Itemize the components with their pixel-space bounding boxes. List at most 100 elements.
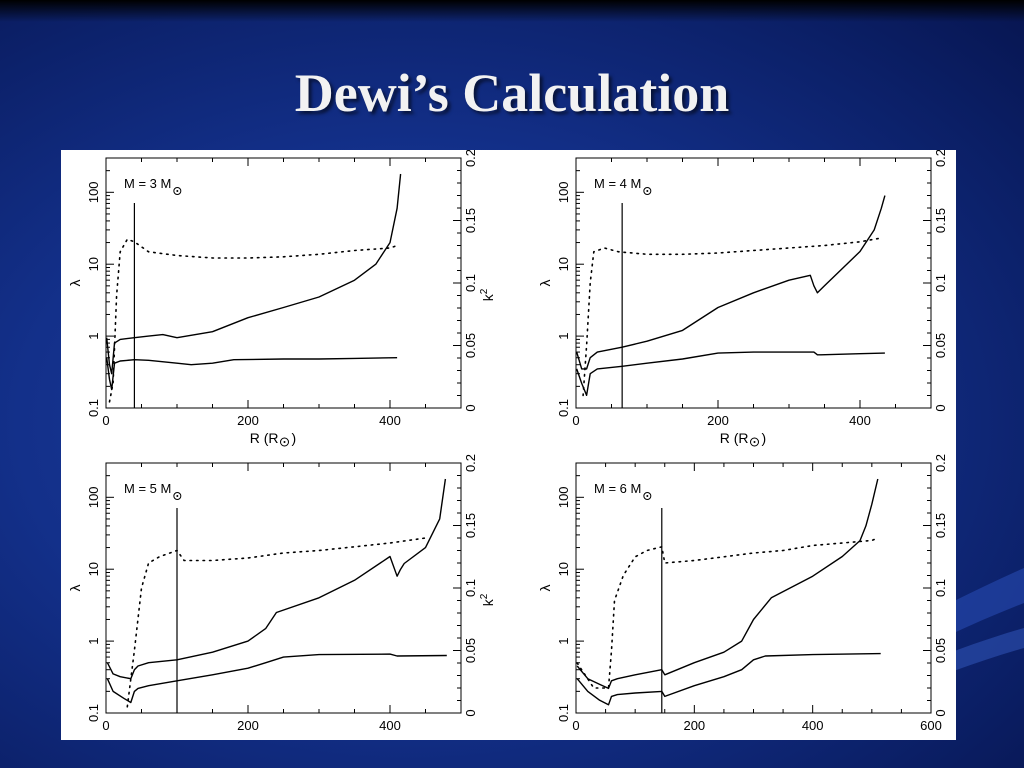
y2-axis-label-superscript: 2 [479,288,490,294]
y2-tick-label: 0.05 [463,333,478,358]
plot-frame [105,462,462,714]
y-tick-label: 0.1 [86,399,101,417]
y-tick-label: 0.1 [556,704,571,722]
y2-tick-label: 0 [933,404,948,411]
y2-tick-label: 0.2 [933,150,948,167]
mass-annotation: M = 3 M [124,176,171,191]
x-tick-label: 0 [572,413,579,428]
x-tick-label: 400 [379,413,401,428]
y2-tick-label: 0 [463,709,478,716]
y-tick-label: 1 [86,637,101,644]
k2-dotted-series [108,238,398,403]
mass-sun-symbol-dot [646,190,649,192]
mass-annotation: M = 6 M [594,481,641,496]
figure-panel-grid: 0 200 400 0.1 1 10 100 0 0.05 0.1 0.15 0.2 λ k2 R (R) M… [61,150,956,740]
y2-axis-label: k2 [479,593,496,606]
y-axis-label: λ [67,585,83,592]
y-tick-label: 100 [556,486,571,508]
chart-panel-1: 0 200 400 0.1 1 10 100 0 0.05 0.1 0.15 0.2 λ k2 R (R) M… [67,150,496,447]
top-shadow-band [0,0,1024,22]
slide-title: Dewi’s Calculation [294,63,730,123]
mass-sun-symbol-dot [176,190,179,192]
mass-annotation: M = 4 M [594,176,641,191]
y2-tick-label: 0.2 [933,454,948,472]
lambda-series-2 [106,357,398,391]
x-tick-label: 0 [572,718,579,733]
y2-tick-label: 0.1 [933,579,948,597]
y-tick-label: 100 [86,486,101,508]
y-axis-label: λ [537,585,553,592]
y2-tick-label: 0 [933,709,948,716]
y2-tick-label: 0.05 [463,638,478,663]
x-tick-label: 200 [683,718,705,733]
y2-tick-label: 0.15 [933,208,948,233]
y-tick-label: 10 [86,562,101,576]
y2-tick-label: 0.1 [933,274,948,292]
chart-panel-4: 0 200 400 600 0.1 1 10 100 0 0.05 0.1 0.15 0.2 λ M = 6… [537,454,948,733]
y-tick-label: 1 [86,332,101,339]
x-axis-sun-symbol [750,437,759,447]
lambda-series-2 [106,653,447,704]
y2-tick-label: 0 [463,404,478,411]
x-axis-sun-symbol-dot [753,441,756,443]
chart-panel-2: 0 200 400 0.1 1 10 100 0 0.05 0.1 0.15 0.2 λ R (R) M =… [537,150,948,447]
y-tick-label: 10 [556,257,571,271]
x-axis-sun-symbol-dot [283,441,286,443]
lambda-series-1 [106,478,447,680]
y2-tick-label: 0.1 [463,579,478,597]
y-tick-label: 10 [556,562,571,576]
x-axis-sun-symbol [280,437,289,447]
mass-sun-symbol [643,492,652,500]
x-tick-label: 200 [237,718,259,733]
plot-frame [575,157,932,409]
mass-annotation: M = 5 M [124,481,171,496]
k2-dotted-series [126,537,427,708]
y2-tick-label: 0.15 [463,513,478,538]
x-tick-label: 200 [237,413,259,428]
y-tick-label: 0.1 [86,704,101,722]
y2-tick-label: 0.05 [933,333,948,358]
y2-axis-label-superscript: 2 [479,593,490,599]
k2-dotted-series [582,237,883,397]
lambda-series-1 [576,195,886,370]
y2-tick-label: 0.1 [463,274,478,292]
y-axis-label: λ [537,280,553,287]
mass-sun-symbol-dot [646,495,649,497]
x-tick-label: 0 [102,413,109,428]
y-tick-label: 100 [86,181,101,203]
x-tick-label: 200 [707,413,729,428]
mass-sun-symbol [173,492,182,500]
y-axis-label: λ [67,280,83,287]
plot-frame [105,157,462,409]
y-tick-label: 0.1 [556,399,571,417]
y2-axis-label: k2 [479,288,496,301]
lambda-series-1 [106,173,402,375]
x-axis-label: R (R [720,430,749,446]
y-tick-label: 1 [556,332,571,339]
y2-tick-label: 0.15 [933,513,948,538]
mass-sun-symbol [173,187,182,195]
mass-sun-symbol-dot [176,495,179,497]
x-tick-label: 400 [802,718,824,733]
x-axis-label-close: ) [762,430,767,446]
k2-dotted-series [576,537,879,689]
y-tick-label: 1 [556,637,571,644]
x-axis-label-close: ) [292,430,297,446]
y2-tick-label: 0.2 [463,150,478,167]
x-tick-label: 600 [920,718,942,733]
y-tick-label: 10 [86,257,101,271]
y-tick-label: 100 [556,181,571,203]
x-tick-label: 0 [102,718,109,733]
x-tick-label: 400 [379,718,401,733]
x-tick-label: 400 [849,413,871,428]
lambda-series-2 [576,652,881,706]
lambda-series-2 [576,351,885,397]
mass-sun-symbol [643,187,652,195]
chart-panel-3: 0 200 400 0.1 1 10 100 0 0.05 0.1 0.15 0.2 λ k2 M = 5 … [67,454,496,733]
y2-tick-label: 0.05 [933,638,948,663]
x-axis-label: R (R [250,430,279,446]
lambda-series-1 [576,478,879,690]
y2-tick-label: 0.15 [463,208,478,233]
y2-tick-label: 0.2 [463,454,478,472]
